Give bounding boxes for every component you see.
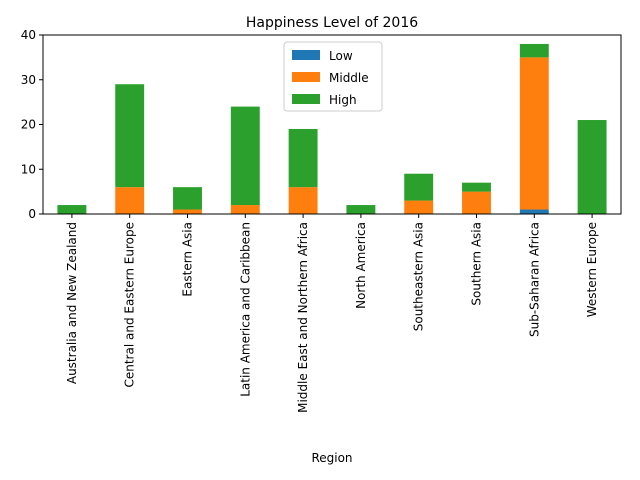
bar-middle-southern-asia bbox=[462, 191, 491, 214]
x-tick-label: Western Europe bbox=[585, 222, 599, 317]
x-axis-label: Region bbox=[311, 451, 352, 465]
legend-swatch-middle bbox=[292, 72, 320, 82]
legend-label-low: Low bbox=[329, 49, 353, 63]
x-tick-label: Sub-Saharan Africa bbox=[527, 222, 541, 337]
bar-high-north-america bbox=[346, 205, 376, 214]
bar-middle-middle-east-and-northern-africa bbox=[288, 187, 318, 214]
x-tick-label: Southern Asia bbox=[470, 222, 484, 306]
bar-middle-southeastern-asia bbox=[404, 200, 434, 214]
bar-high-sub-saharan-africa bbox=[519, 43, 549, 58]
bar-high-eastern-asia bbox=[173, 187, 202, 210]
y-axis: 0 10 20 30 40 bbox=[21, 28, 43, 221]
y-tick-label: 40 bbox=[21, 28, 36, 42]
bar-middle-sub-saharan-africa bbox=[519, 57, 549, 210]
x-tick-label: Middle East and Northern Africa bbox=[296, 222, 310, 413]
x-tick-label: Central and Eastern Europe bbox=[123, 222, 137, 388]
legend-label-middle: Middle bbox=[329, 71, 369, 85]
legend-swatch-high bbox=[292, 94, 320, 104]
x-tick-label: Eastern Asia bbox=[181, 222, 195, 297]
bar-middle-central-and-eastern-europe bbox=[115, 187, 145, 214]
bar-low-sub-saharan-africa bbox=[519, 209, 549, 214]
legend-label-high: High bbox=[329, 93, 357, 107]
chart-title: Happiness Level of 2016 bbox=[246, 15, 418, 31]
bar-middle-eastern-asia bbox=[173, 209, 202, 214]
bar-high-middle-east-and-northern-africa bbox=[288, 128, 318, 188]
bars bbox=[57, 43, 607, 214]
bar-high-central-and-eastern-europe bbox=[115, 84, 145, 188]
bar-middle-latin-america-and-caribbean bbox=[230, 205, 260, 214]
y-tick-label: 20 bbox=[21, 118, 36, 132]
y-tick-label: 0 bbox=[28, 207, 36, 221]
y-tick-label: 30 bbox=[21, 73, 36, 87]
x-tick-label: Latin America and Caribbean bbox=[238, 222, 252, 397]
bar-high-western-europe bbox=[577, 120, 607, 214]
plot-frame bbox=[42, 34, 622, 215]
x-tick-label: North America bbox=[354, 222, 368, 309]
bar-high-southern-asia bbox=[462, 182, 491, 192]
bar-high-southeastern-asia bbox=[404, 173, 434, 201]
bar-high-latin-america-and-caribbean bbox=[230, 106, 260, 206]
legend: Low Middle High bbox=[283, 41, 383, 112]
bar-high-australia-and-new-zealand bbox=[57, 205, 87, 214]
legend-swatch-low bbox=[292, 50, 320, 60]
x-tick-label: Southeastern Asia bbox=[412, 222, 426, 331]
x-tick-label: Australia and New Zealand bbox=[65, 222, 79, 384]
x-axis: Australia and New Zealand Central and Eas… bbox=[65, 214, 599, 413]
y-tick-label: 10 bbox=[21, 162, 36, 176]
